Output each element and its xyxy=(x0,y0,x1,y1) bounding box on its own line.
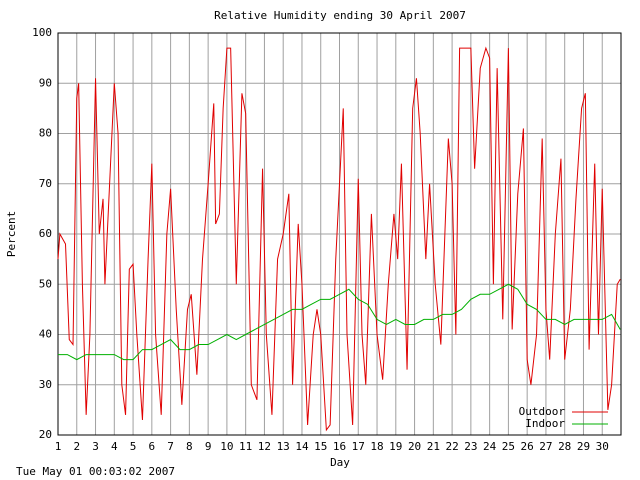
legend-label: Indoor xyxy=(525,417,565,430)
x-tick-label: 28 xyxy=(558,440,571,453)
y-tick-label: 60 xyxy=(39,227,52,240)
x-tick-label: 10 xyxy=(220,440,233,453)
plot-frame xyxy=(57,32,622,436)
x-tick-label: 11 xyxy=(239,440,252,453)
y-tick-label: 50 xyxy=(39,277,52,290)
x-tick-label: 13 xyxy=(277,440,290,453)
x-tick-label: 20 xyxy=(408,440,421,453)
x-tick-label: 21 xyxy=(427,440,440,453)
y-tick-label: 70 xyxy=(39,177,52,190)
y-axis-label: Percent xyxy=(5,211,18,257)
x-tick-label: 22 xyxy=(445,440,458,453)
data-line xyxy=(57,46,621,432)
legend-label: Outdoor xyxy=(519,405,566,418)
x-tick-label: 16 xyxy=(333,440,346,453)
x-tick-label: 14 xyxy=(295,440,309,453)
x-tick-label: 7 xyxy=(167,440,174,453)
x-tick-label: 2 xyxy=(73,440,80,453)
y-tick-label: 30 xyxy=(39,378,52,391)
x-tick-label: 29 xyxy=(577,440,590,453)
x-tick-label: 19 xyxy=(389,440,402,453)
y-tick-label: 80 xyxy=(39,127,52,140)
x-tick-label: 27 xyxy=(539,440,552,453)
y-tick-label: 90 xyxy=(39,76,52,89)
x-tick-label: 5 xyxy=(130,440,137,453)
x-tick-label: 12 xyxy=(258,440,271,453)
x-tick-label: 15 xyxy=(314,440,327,453)
y-tick-label: 40 xyxy=(39,328,52,341)
x-tick-label: 8 xyxy=(186,440,193,453)
x-tick-label: 3 xyxy=(92,440,99,453)
x-tick-label: 30 xyxy=(596,440,609,453)
x-tick-label: 26 xyxy=(521,440,534,453)
y-tick-label: 100 xyxy=(32,26,52,39)
timestamp: Tue May 01 00:03:02 2007 xyxy=(16,465,175,478)
x-tick-label: 4 xyxy=(111,440,118,453)
x-tick-label: 1 xyxy=(55,440,62,453)
x-tick-label: 23 xyxy=(464,440,477,453)
data-line xyxy=(58,283,621,361)
chart-title: Relative Humidity ending 30 April 2007 xyxy=(214,9,466,22)
x-axis-label: Day xyxy=(330,456,350,469)
x-tick-label: 24 xyxy=(483,440,497,453)
x-tick-label: 6 xyxy=(149,440,156,453)
x-tick-label: 17 xyxy=(352,440,365,453)
x-tick-label: 25 xyxy=(502,440,515,453)
y-tick-label: 20 xyxy=(39,428,52,441)
x-tick-label: 9 xyxy=(205,440,212,453)
x-tick-label: 18 xyxy=(370,440,383,453)
